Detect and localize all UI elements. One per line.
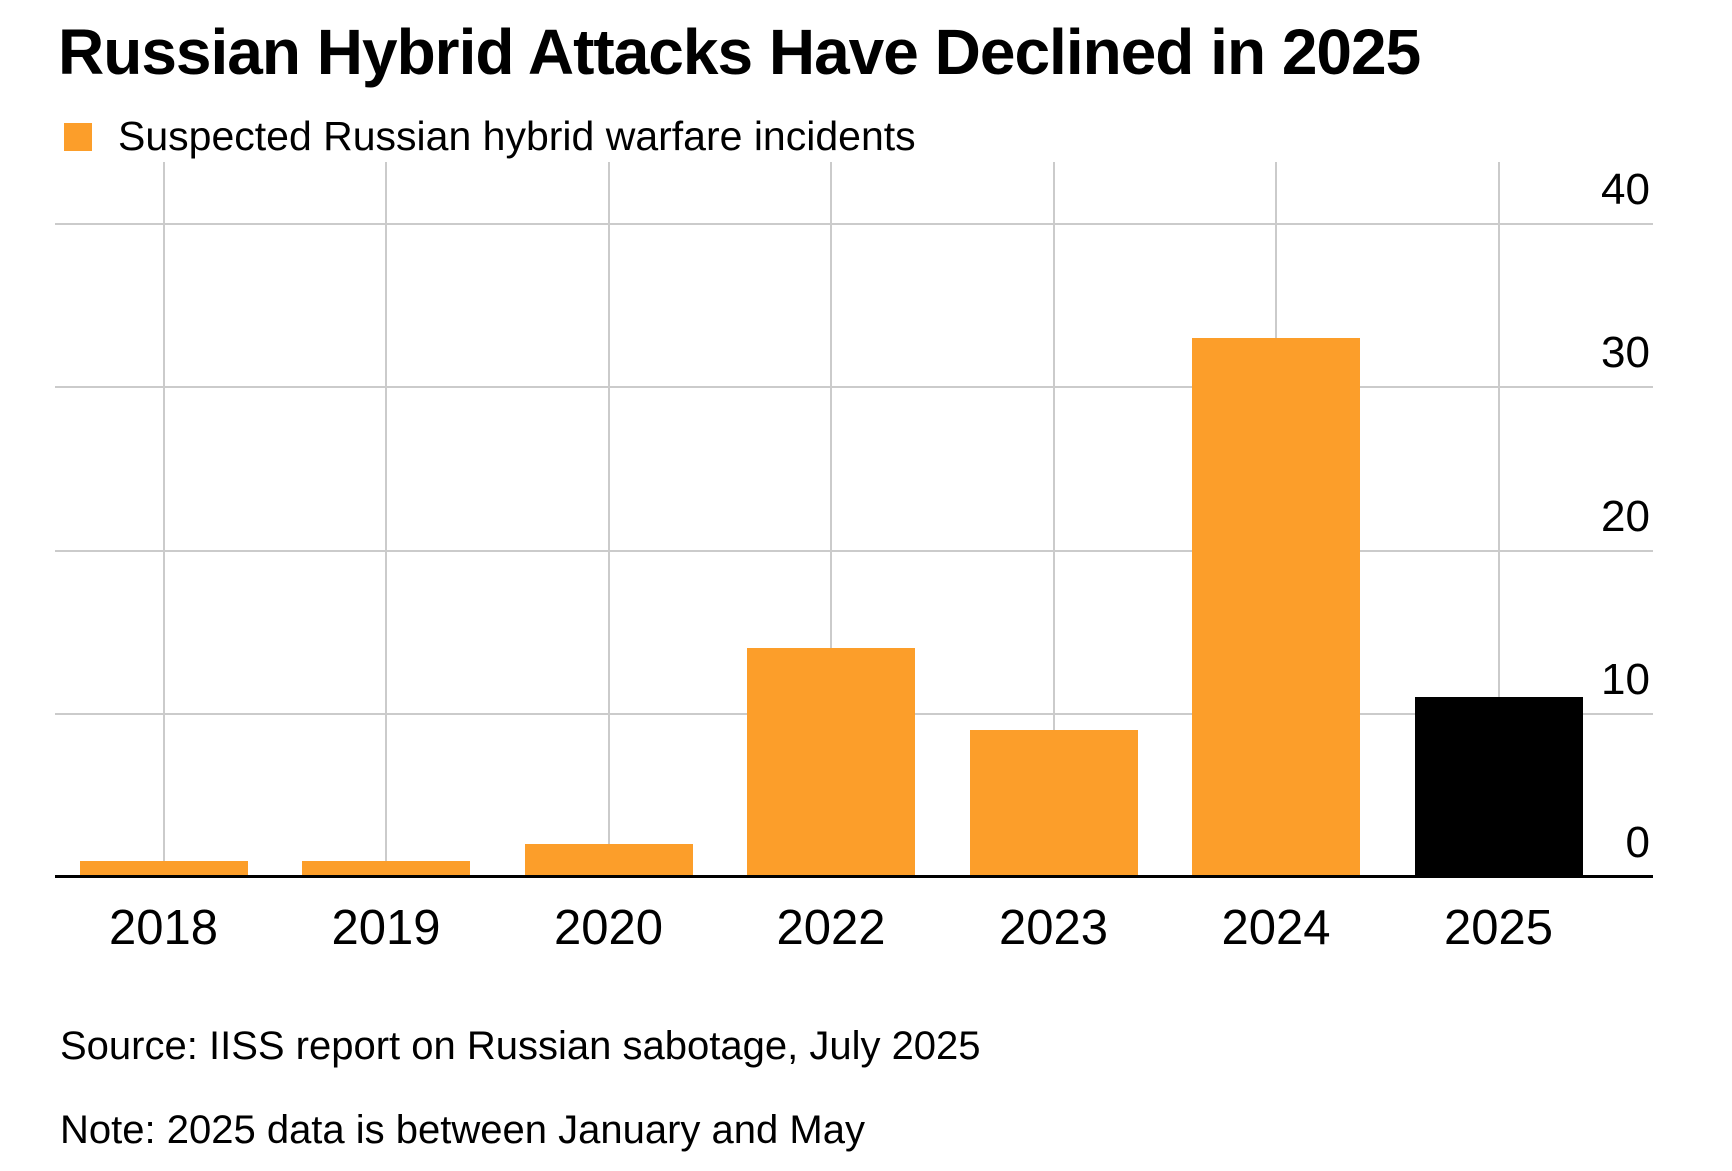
horizontal-gridline-20 — [55, 549, 1653, 552]
horizontal-gridline-30 — [55, 386, 1653, 389]
x-tick-label-2024: 2024 — [1221, 901, 1331, 955]
horizontal-gridline-40 — [55, 223, 1653, 225]
x-tick-label-2020: 2020 — [553, 901, 663, 955]
x-tick-label-2019: 2019 — [331, 901, 441, 955]
bar-2019 — [302, 860, 470, 877]
vertical-gridline-2020 — [607, 162, 610, 877]
x-tick-label-2023: 2023 — [998, 901, 1108, 955]
bar-2020 — [524, 844, 693, 877]
bar-2025 — [1414, 697, 1583, 877]
legend-label: Suspected Russian hybrid warfare inciden… — [118, 113, 916, 159]
x-axis-line — [55, 875, 1653, 878]
vertical-gridline-2023 — [1052, 162, 1055, 877]
legend-swatch-icon — [64, 122, 92, 151]
y-tick-label-40: 40 — [1601, 165, 1650, 214]
y-tick-label-0: 0 — [1625, 818, 1650, 867]
x-tick-label-2018: 2018 — [108, 901, 218, 955]
vertical-gridline-2018 — [162, 162, 165, 877]
vertical-gridline-2022 — [830, 162, 832, 877]
y-tick-label-30: 30 — [1601, 328, 1650, 378]
bar-2018 — [79, 860, 248, 877]
vertical-gridline-2019 — [385, 162, 387, 877]
legend: Suspected Russian hybrid warfare inciden… — [64, 113, 916, 159]
source-text: Source: IISS report on Russian sabotage,… — [60, 1024, 981, 1068]
bar-2022 — [747, 648, 915, 877]
plot-area — [55, 162, 1653, 878]
bar-2023 — [969, 730, 1138, 877]
note-text: Note: 2025 data is between January and M… — [60, 1108, 865, 1152]
chart-title: Russian Hybrid Attacks Have Declined in … — [58, 16, 1421, 88]
y-tick-label-10: 10 — [1601, 654, 1650, 704]
vertical-gridline-2025 — [1497, 162, 1500, 877]
x-tick-label-2022: 2022 — [776, 901, 886, 955]
y-tick-label-20: 20 — [1601, 491, 1650, 541]
x-tick-label-2025: 2025 — [1443, 901, 1553, 955]
bar-2024 — [1192, 338, 1360, 877]
